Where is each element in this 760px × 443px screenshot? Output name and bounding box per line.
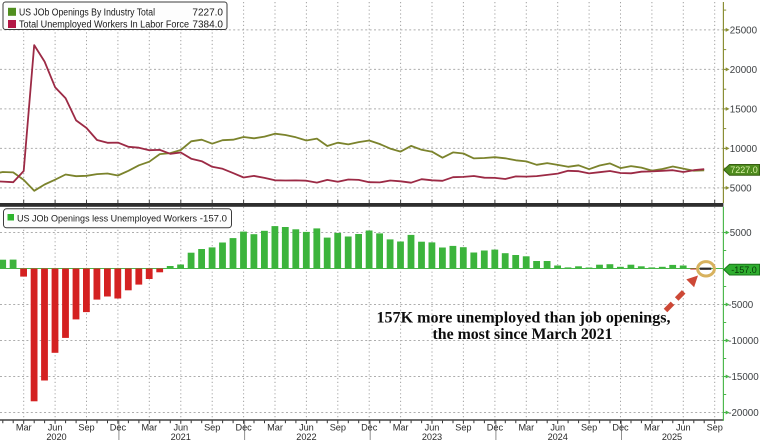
svg-text:Jun: Jun (48, 423, 63, 433)
svg-text:Mar: Mar (393, 423, 409, 433)
svg-text:Jun: Jun (299, 423, 314, 433)
svg-text:Dec: Dec (235, 423, 252, 433)
svg-text:10000: 10000 (730, 144, 758, 155)
svg-text:Sep: Sep (455, 423, 471, 433)
svg-text:-20000: -20000 (728, 408, 759, 419)
svg-text:157K more unemployed than job: 157K more unemployed than job openings, (377, 310, 671, 327)
svg-text:2022: 2022 (296, 432, 316, 442)
svg-text:Jun: Jun (676, 423, 691, 433)
svg-text:Dec: Dec (487, 423, 504, 433)
svg-text:20000: 20000 (730, 65, 758, 76)
svg-text:Mar: Mar (141, 423, 157, 433)
svg-text:-157.0: -157.0 (731, 265, 757, 275)
svg-text:2020: 2020 (46, 432, 66, 442)
svg-text:the most since March 2021: the most since March 2021 (433, 326, 613, 343)
svg-text:Sep: Sep (707, 423, 723, 433)
svg-text:Mar: Mar (16, 423, 32, 433)
svg-text:US JOb Openings less Unemploye: US JOb Openings less Unemployed Workers (17, 214, 197, 225)
svg-text:Dec: Dec (612, 423, 629, 433)
svg-text:Dec: Dec (361, 423, 378, 433)
svg-text:Dec: Dec (110, 423, 127, 433)
svg-text:Sep: Sep (78, 423, 94, 433)
svg-text:Sep: Sep (330, 423, 346, 433)
svg-text:5000: 5000 (730, 228, 752, 239)
svg-text:Sep: Sep (581, 423, 597, 433)
svg-text:Mar: Mar (644, 423, 660, 433)
svg-text:Jun: Jun (173, 423, 188, 433)
svg-text:2021: 2021 (171, 432, 191, 442)
svg-text:2025: 2025 (662, 432, 682, 442)
svg-text:Mar: Mar (518, 423, 534, 433)
svg-text:7227.0: 7227.0 (192, 7, 223, 18)
svg-text:Jun: Jun (550, 423, 565, 433)
svg-text:Jun: Jun (425, 423, 440, 433)
svg-text:7227.0: 7227.0 (730, 165, 758, 175)
svg-text:25000: 25000 (730, 25, 758, 36)
svg-text:Sep: Sep (204, 423, 220, 433)
svg-text:Total Unemployed Workers In La: Total Unemployed Workers In Labor Force (19, 19, 189, 30)
svg-text:US JOb Openings By Industry To: US JOb Openings By Industry Total (19, 7, 155, 18)
svg-text:-10000: -10000 (728, 336, 759, 347)
svg-text:Mar: Mar (267, 423, 283, 433)
svg-text:7384.0: 7384.0 (192, 19, 223, 30)
svg-text:5000: 5000 (730, 183, 752, 194)
svg-text:2024: 2024 (548, 432, 568, 442)
svg-text:2023: 2023 (422, 432, 442, 442)
svg-text:-5000: -5000 (728, 300, 754, 311)
svg-text:-157.0: -157.0 (200, 214, 227, 225)
svg-text:15000: 15000 (730, 104, 758, 115)
svg-text:-15000: -15000 (728, 372, 759, 383)
